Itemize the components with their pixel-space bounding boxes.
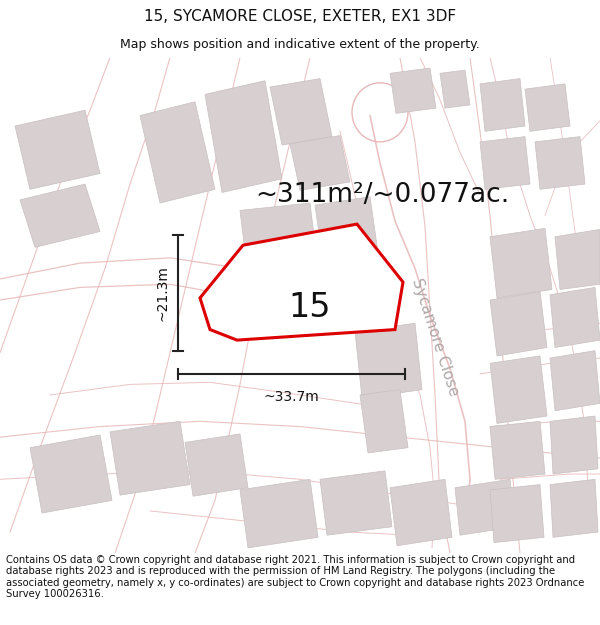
Polygon shape [490, 228, 552, 298]
Polygon shape [550, 479, 598, 538]
Polygon shape [110, 421, 190, 495]
Polygon shape [455, 479, 515, 535]
Polygon shape [440, 70, 470, 108]
Polygon shape [490, 421, 545, 479]
Polygon shape [390, 479, 452, 546]
Polygon shape [290, 136, 350, 191]
Polygon shape [550, 288, 600, 348]
Polygon shape [205, 81, 282, 192]
Polygon shape [30, 435, 112, 513]
Polygon shape [20, 184, 100, 248]
Polygon shape [320, 471, 392, 535]
Polygon shape [315, 197, 378, 261]
Polygon shape [490, 356, 547, 423]
Polygon shape [140, 102, 215, 203]
Text: Map shows position and indicative extent of the property.: Map shows position and indicative extent… [120, 38, 480, 51]
Polygon shape [15, 110, 100, 189]
Polygon shape [550, 351, 600, 411]
Polygon shape [390, 68, 436, 113]
Polygon shape [200, 224, 403, 340]
Text: 15, SYCAMORE CLOSE, EXETER, EX1 3DF: 15, SYCAMORE CLOSE, EXETER, EX1 3DF [144, 9, 456, 24]
Polygon shape [355, 323, 422, 398]
Text: ~311m²/~0.077ac.: ~311m²/~0.077ac. [255, 182, 509, 208]
Text: ~33.7m: ~33.7m [263, 389, 319, 404]
Text: ~21.3m: ~21.3m [156, 265, 170, 321]
Polygon shape [490, 292, 547, 356]
Polygon shape [185, 434, 248, 496]
Polygon shape [480, 137, 530, 189]
Polygon shape [360, 389, 408, 453]
Polygon shape [555, 229, 600, 289]
Polygon shape [270, 79, 332, 145]
Polygon shape [480, 79, 525, 131]
Polygon shape [525, 84, 570, 131]
Polygon shape [535, 137, 585, 189]
Polygon shape [240, 479, 318, 548]
Polygon shape [550, 416, 598, 474]
Text: 15: 15 [289, 291, 331, 324]
Text: Contains OS data © Crown copyright and database right 2021. This information is : Contains OS data © Crown copyright and d… [6, 554, 584, 599]
Polygon shape [240, 203, 318, 276]
Polygon shape [490, 484, 544, 542]
Text: Sycamore Close: Sycamore Close [409, 276, 461, 398]
